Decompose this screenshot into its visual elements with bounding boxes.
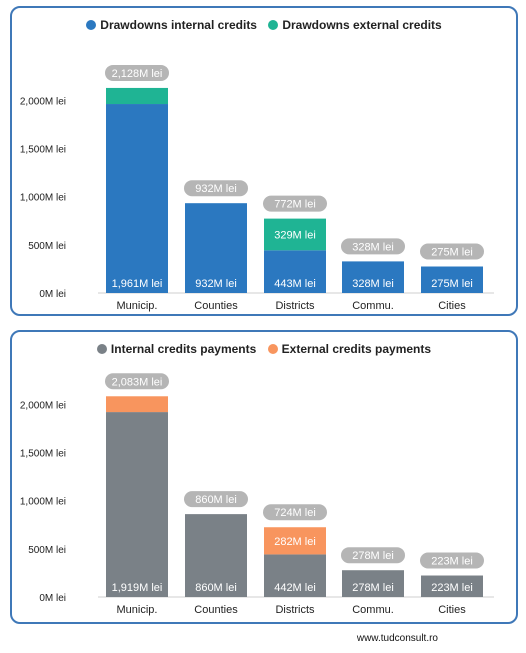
total-label-pill — [420, 552, 484, 569]
bar-segment — [264, 554, 326, 597]
drawdowns-bar-chart: 0M lei 500M lei 1,000M lei 1,500M lei 2,000M… — [20, 64, 494, 312]
total-label-pill — [184, 491, 248, 508]
total-label-pill — [105, 373, 169, 390]
total-label-pill — [105, 64, 169, 81]
x-category-label: Districts — [275, 300, 315, 312]
bar-segment — [185, 514, 247, 597]
x-category-label: Commu. — [352, 604, 394, 616]
legend-item: Drawdowns internal credits — [86, 18, 257, 32]
total-label-pill — [341, 547, 405, 564]
x-category-label: Municip. — [117, 300, 158, 312]
total-value-label: 860M lei — [195, 494, 237, 506]
total-value-label: 2,083M lei — [112, 376, 163, 388]
bar-segment — [106, 87, 168, 105]
x-category-label: Commu. — [352, 300, 394, 312]
bar-segment — [342, 570, 404, 597]
x-category-label: Districts — [275, 604, 315, 616]
y-tick-label: 1,500M lei — [20, 144, 66, 155]
total-value-label: 275M lei — [431, 247, 473, 259]
legend-swatch — [267, 344, 278, 354]
drawdowns-chart-panel: Drawdowns internal credits Drawdowns ext… — [10, 6, 518, 316]
bar-segment — [342, 261, 404, 293]
bar-value-label: 275M lei — [431, 278, 473, 290]
total-value-label: 2,128M lei — [112, 68, 163, 80]
bar-segment — [421, 266, 483, 293]
y-tick-label: 500M lei — [28, 545, 66, 556]
y-tick-label: 1,500M lei — [20, 448, 66, 459]
bar-segment — [106, 104, 168, 293]
bar-value-label: 443M lei — [274, 278, 316, 290]
legend-item: External credits payments — [267, 342, 432, 356]
x-category-label: Cities — [438, 604, 466, 616]
y-tick-label: 500M lei — [28, 241, 66, 252]
bar-value-label: 328M lei — [352, 278, 394, 290]
total-label-pill — [420, 243, 484, 260]
bar-segment — [106, 412, 168, 597]
payments-bar-chart: 0M lei 500M lei 1,000M lei 1,500M lei 2,000M… — [20, 373, 494, 616]
y-tick-label: 2,000M lei — [20, 400, 66, 411]
chart-legend: Internal credits payments External credi… — [12, 342, 516, 357]
bar-value-label: 860M lei — [195, 582, 237, 594]
total-value-label: 278M lei — [352, 550, 394, 562]
total-value-label: 724M lei — [274, 507, 316, 519]
legend-label: External credits payments — [281, 342, 432, 356]
y-tick-label: 0M lei — [39, 593, 66, 604]
y-tick-label: 1,000M lei — [20, 193, 66, 204]
y-tick-label: 2,000M lei — [20, 96, 66, 107]
total-value-label: 932M lei — [195, 183, 237, 195]
total-value-label: 223M lei — [431, 556, 473, 568]
chart-legend: Drawdowns internal credits Drawdowns ext… — [12, 18, 516, 33]
legend-item: Internal credits payments — [96, 342, 257, 356]
bar-value-label: 278M lei — [352, 582, 394, 594]
x-category-label: Cities — [438, 300, 466, 312]
total-label-pill — [341, 238, 405, 255]
bar-value-label: 282M lei — [274, 536, 316, 548]
bar-value-label: 1,961M lei — [112, 278, 163, 290]
total-label-pill — [263, 195, 327, 212]
bar-value-label: 1,919M lei — [112, 582, 163, 594]
x-category-label: Municip. — [117, 604, 158, 616]
bar-value-label: 223M lei — [431, 582, 473, 594]
bar-segment — [264, 218, 326, 251]
x-category-label: Counties — [194, 604, 238, 616]
total-label-pill — [184, 180, 248, 197]
bar-segment — [264, 527, 326, 555]
legend-label: Drawdowns internal credits — [100, 18, 257, 32]
bar-segment — [264, 250, 326, 293]
legend-swatch — [96, 344, 107, 354]
bar-value-label: 329M lei — [274, 229, 316, 241]
bar-value-label: 932M lei — [195, 278, 237, 290]
legend-swatch — [86, 20, 97, 30]
legend-swatch — [268, 20, 279, 30]
payments-chart-panel: Internal credits payments External credi… — [10, 330, 518, 624]
bar-segment — [185, 203, 247, 293]
legend-label: Drawdowns external credits — [282, 18, 442, 32]
bar-segment — [421, 575, 483, 597]
x-category-label: Counties — [194, 300, 238, 312]
bar-segment — [106, 396, 168, 413]
bar-value-label: 442M lei — [274, 582, 316, 594]
source-url: www.tudconsult.ro — [356, 633, 438, 644]
legend-item: Drawdowns external credits — [268, 18, 442, 32]
total-value-label: 772M lei — [274, 199, 316, 211]
total-value-label: 328M lei — [352, 241, 394, 253]
total-label-pill — [263, 504, 327, 521]
legend-label: Internal credits payments — [110, 342, 257, 356]
y-tick-label: 1,000M lei — [20, 497, 66, 508]
y-tick-label: 0M lei — [39, 289, 66, 300]
